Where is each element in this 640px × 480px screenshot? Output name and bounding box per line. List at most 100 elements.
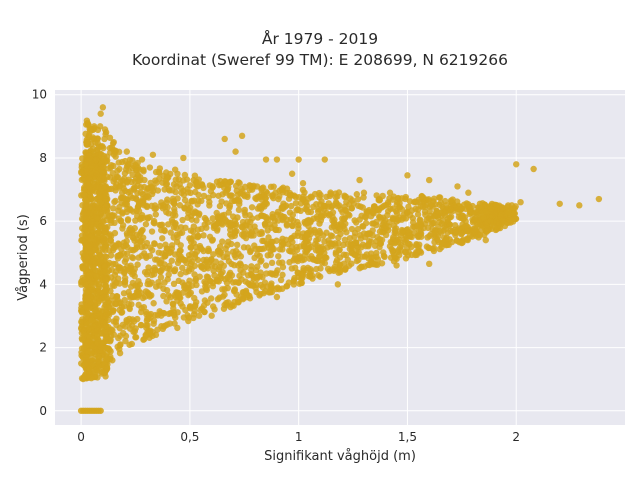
data-point	[225, 238, 232, 245]
data-point	[385, 223, 392, 230]
data-point	[233, 187, 240, 194]
data-point	[273, 211, 281, 218]
data-point	[279, 188, 287, 196]
data-point	[228, 222, 236, 229]
data-point	[98, 218, 106, 225]
data-point	[102, 322, 110, 330]
data-point	[231, 287, 238, 294]
data-point	[127, 283, 135, 290]
data-point	[401, 248, 409, 256]
data-point	[201, 214, 209, 222]
y-tick-label: 2	[39, 341, 47, 355]
data-point	[391, 226, 398, 234]
data-point	[130, 186, 138, 193]
data-point	[181, 171, 189, 179]
data-point	[156, 242, 164, 250]
data-point	[113, 279, 120, 286]
data-point	[150, 217, 158, 225]
data-point	[174, 259, 182, 267]
data-point	[315, 272, 322, 279]
data-point	[161, 203, 169, 211]
data-point	[390, 233, 397, 241]
data-point	[146, 291, 153, 299]
data-point	[471, 216, 478, 223]
data-point	[103, 350, 111, 357]
data-point	[87, 158, 94, 165]
data-point	[82, 257, 89, 265]
data-point	[84, 138, 91, 146]
data-point	[221, 286, 228, 293]
data-point	[428, 201, 435, 209]
data-point	[264, 227, 271, 234]
data-point	[384, 212, 391, 219]
data-point	[102, 287, 109, 295]
data-point	[171, 266, 179, 273]
data-point	[92, 307, 100, 314]
data-point	[263, 283, 270, 290]
data-point	[160, 310, 168, 317]
data-point	[198, 288, 206, 295]
data-point	[101, 263, 109, 271]
data-point	[362, 214, 369, 221]
data-point	[389, 214, 397, 221]
data-point	[200, 232, 207, 239]
x-tick-label: 1	[295, 430, 303, 444]
data-point	[194, 256, 202, 264]
data-point	[170, 280, 178, 288]
data-point	[236, 198, 243, 205]
data-point	[365, 241, 372, 249]
data-point	[348, 260, 355, 267]
data-point	[108, 266, 115, 273]
data-point	[183, 259, 190, 267]
data-point	[272, 226, 279, 233]
data-point	[260, 289, 268, 297]
data-point	[418, 193, 425, 200]
data-point	[377, 215, 385, 222]
data-point	[114, 343, 121, 350]
data-point	[206, 182, 214, 189]
data-point	[134, 315, 141, 323]
data-point	[416, 198, 423, 206]
data-point	[341, 192, 348, 199]
data-point	[113, 173, 121, 181]
data-point	[204, 274, 212, 281]
data-point	[404, 208, 411, 216]
data-point	[484, 227, 491, 234]
data-point	[148, 228, 156, 235]
data-point	[110, 246, 117, 254]
data-point	[145, 311, 153, 319]
data-point	[268, 259, 276, 267]
data-point	[378, 260, 386, 267]
data-point	[117, 264, 124, 272]
data-point	[556, 200, 563, 207]
data-point	[135, 177, 142, 185]
data-point	[204, 299, 211, 306]
data-point	[454, 183, 461, 190]
data-point	[111, 229, 119, 237]
data-point	[336, 268, 344, 276]
data-point	[135, 277, 142, 285]
data-point	[406, 232, 413, 239]
data-point	[101, 369, 109, 376]
data-point	[146, 252, 154, 259]
data-point	[279, 263, 287, 271]
data-point	[80, 344, 88, 352]
data-point	[235, 206, 243, 214]
data-point	[336, 254, 344, 261]
data-point	[193, 281, 200, 289]
data-point	[119, 210, 126, 217]
data-point	[401, 236, 408, 243]
data-point	[151, 205, 158, 212]
data-point	[90, 246, 98, 253]
y-tick-label: 0	[39, 404, 47, 418]
data-point	[447, 206, 455, 214]
data-point	[394, 247, 402, 254]
data-point	[191, 307, 198, 315]
data-point	[84, 228, 91, 235]
data-point	[107, 164, 114, 171]
data-point	[219, 268, 226, 276]
data-point	[115, 215, 123, 222]
data-point	[258, 186, 265, 193]
data-point	[110, 151, 118, 158]
